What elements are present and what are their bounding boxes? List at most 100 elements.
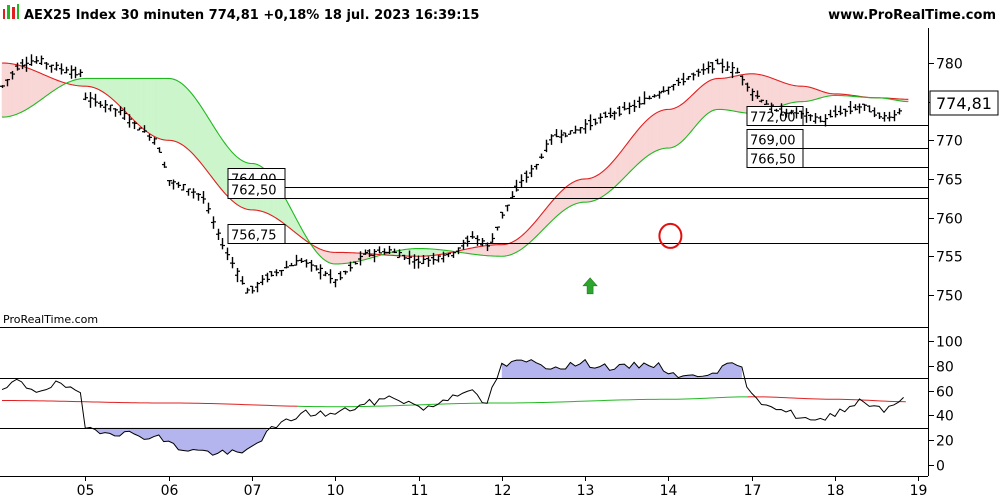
- price-bar: [696, 68, 701, 77]
- oscillator-tick-label: 0: [936, 459, 945, 475]
- price-bar: [64, 66, 69, 74]
- oversold-fill: [95, 427, 267, 456]
- price-bar: [29, 54, 34, 66]
- price-bar: [720, 58, 725, 74]
- price-bar: [661, 86, 666, 93]
- price-bar: [225, 247, 230, 261]
- price-bar: [441, 251, 446, 263]
- price-bar: [152, 137, 157, 145]
- price-bar: [588, 114, 593, 131]
- price-bar: [98, 100, 103, 108]
- price-bar: [363, 249, 368, 255]
- price-bar: [201, 191, 206, 204]
- price-bar: [186, 188, 191, 196]
- price-bar: [220, 238, 225, 250]
- price-bar: [348, 261, 353, 272]
- price-bar: [83, 92, 88, 101]
- price-tick-label: 765: [936, 173, 963, 189]
- red-circle-marker-icon: [658, 222, 683, 249]
- price-bar: [284, 260, 289, 269]
- price-bar: [108, 104, 113, 112]
- time-tick-label: 14: [660, 483, 678, 499]
- price-bar: [568, 130, 573, 135]
- time-tick-label: 18: [827, 483, 845, 499]
- last-price-label: 774,81: [936, 94, 992, 113]
- price-bar: [750, 88, 755, 101]
- price-bar: [686, 75, 691, 80]
- price-bar: [676, 77, 681, 86]
- green-up-arrow-icon: [582, 277, 598, 295]
- price-bar: [142, 125, 147, 133]
- price-bar: [784, 108, 789, 118]
- price-bar: [39, 55, 44, 66]
- price-bar: [799, 110, 804, 119]
- price-bar: [857, 103, 862, 114]
- time-tick-label: 05: [77, 483, 95, 499]
- price-bar: [500, 211, 505, 219]
- price-bar: [206, 202, 211, 214]
- price-bar: [44, 62, 49, 70]
- price-bar: [176, 181, 181, 188]
- signal-line-red: [747, 396, 906, 403]
- price-bar: [113, 108, 118, 117]
- time-tick-label: 06: [161, 483, 179, 499]
- price-bar: [539, 153, 544, 159]
- oscillator-axis[interactable]: 0 20 40 60 80 100: [928, 335, 963, 475]
- price-bar: [353, 261, 358, 265]
- price-bar: [265, 272, 270, 283]
- price-bar: [245, 287, 250, 294]
- price-bar: [15, 62, 20, 71]
- last-price-marker: 774,81: [929, 90, 999, 116]
- signal-line-red: [1, 400, 298, 407]
- price-bar: [255, 281, 260, 293]
- price-bar: [524, 170, 529, 183]
- price-bar: [309, 259, 314, 272]
- price-bar: [387, 245, 392, 254]
- price-bar: [882, 111, 887, 122]
- price-tick-label: 760: [936, 212, 963, 228]
- price-bar: [127, 114, 132, 128]
- price-bar: [671, 83, 676, 91]
- price-bar: [897, 108, 902, 115]
- price-bar: [892, 110, 897, 122]
- price-bar: [0, 85, 5, 88]
- level-label-box: [746, 106, 804, 126]
- price-bar: [706, 61, 711, 74]
- price-bar: [691, 72, 696, 81]
- site-name[interactable]: www.ProRealTime.com: [828, 8, 996, 23]
- level-label: 756,75: [231, 229, 277, 244]
- overbought-fill: [501, 359, 742, 379]
- price-bar: [779, 103, 784, 116]
- price-bar: [715, 58, 720, 65]
- watermark: ProRealTime.com: [3, 313, 98, 326]
- price-bar: [867, 105, 872, 113]
- price-bar: [877, 112, 882, 120]
- price-bar: [559, 129, 564, 144]
- price-bar: [181, 183, 186, 191]
- price-bar: [456, 247, 461, 255]
- price-bar: [593, 118, 598, 126]
- price-bar: [808, 114, 813, 122]
- price-bar: [583, 119, 588, 134]
- price-bar: [167, 180, 172, 186]
- price-bar: [642, 91, 647, 105]
- price-bar: [436, 255, 441, 263]
- price-bar: [157, 147, 162, 153]
- level-label-box: [227, 179, 286, 199]
- price-bars: [0, 54, 902, 294]
- time-axis[interactable]: 05 06 07 10 11 12 13 14 17 18 19: [77, 476, 928, 499]
- price-bar: [137, 127, 142, 131]
- time-tick-label: 11: [411, 483, 429, 499]
- price-bar: [78, 69, 83, 78]
- price-bar: [147, 134, 152, 141]
- price-bar: [843, 108, 848, 117]
- price-bar: [657, 90, 662, 99]
- price-bar: [402, 254, 407, 261]
- oscillator-fill: [95, 359, 742, 456]
- price-bar: [407, 250, 412, 265]
- price-bar: [554, 129, 559, 138]
- price-bar: [279, 269, 284, 276]
- price-bar: [833, 105, 838, 118]
- price-bar: [598, 113, 603, 124]
